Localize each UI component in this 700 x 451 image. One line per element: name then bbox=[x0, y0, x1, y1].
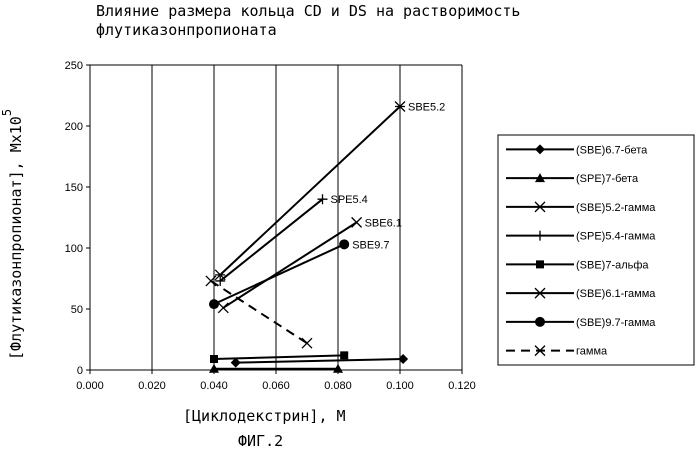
x-marker-shape bbox=[302, 338, 312, 348]
square-marker-shape bbox=[340, 351, 348, 359]
series-3: SBE5.2 bbox=[215, 101, 445, 279]
y-tick-label: 150 bbox=[65, 182, 83, 194]
legend-item-label: (SBE)9.7-гамма bbox=[576, 317, 656, 329]
series-6: SBE6.1 bbox=[218, 217, 402, 312]
y-tick-label: 200 bbox=[65, 121, 83, 133]
y-tick-label: 0 bbox=[77, 365, 83, 377]
series-line bbox=[214, 355, 344, 359]
circle-marker-shape bbox=[535, 317, 545, 327]
x-tick-label: 0.060 bbox=[262, 380, 290, 392]
data-point bbox=[209, 299, 219, 309]
y-tick-label: 250 bbox=[65, 60, 83, 72]
chart-legend: (SBE)6.7-бета (SPE)7-бета (SBE)5.2-гамма (S… bbox=[498, 135, 694, 365]
legend-swatch-marker bbox=[535, 317, 545, 327]
x-tick-label: 0.120 bbox=[448, 380, 476, 392]
legend-item-label: гамма bbox=[576, 346, 608, 358]
square-marker-shape bbox=[210, 355, 218, 363]
series-8 bbox=[206, 276, 312, 348]
x-tick-label: 0.100 bbox=[386, 380, 414, 392]
data-point bbox=[210, 355, 218, 363]
data-point bbox=[302, 338, 312, 348]
data-point bbox=[352, 217, 362, 227]
x-marker-shape bbox=[218, 303, 228, 313]
legend-item-label: (SBE)5.2-гамма bbox=[576, 202, 656, 214]
legend-item-label: (SPE)5.4-гамма bbox=[576, 231, 656, 243]
series-end-label: SPE5.4 bbox=[331, 194, 368, 206]
series-end-label: SBE5.2 bbox=[408, 101, 445, 113]
legend-item-label: (SBE)6.1-гамма bbox=[576, 288, 656, 300]
legend-box bbox=[498, 135, 694, 365]
x-tick-label: 0.080 bbox=[324, 380, 352, 392]
data-point bbox=[339, 239, 349, 249]
legend-item-label: (SPE)7-бета bbox=[576, 173, 639, 185]
data-point bbox=[218, 303, 228, 313]
chart-series: SBE5.2 SPE5.4 SBE6.1 SBE9.7 bbox=[206, 101, 445, 372]
x-marker-shape bbox=[352, 217, 362, 227]
data-point bbox=[340, 351, 348, 359]
circle-marker-shape bbox=[209, 299, 219, 309]
series-line bbox=[220, 199, 322, 281]
x-tick-label: 0.000 bbox=[76, 380, 104, 392]
legend-item-label: (SBE)7-альфа bbox=[576, 259, 649, 271]
chart-axes bbox=[86, 65, 462, 374]
circle-marker-shape bbox=[339, 239, 349, 249]
square-marker-shape bbox=[536, 260, 544, 268]
series-line bbox=[214, 244, 344, 304]
series-line bbox=[223, 222, 356, 307]
y-tick-label: 50 bbox=[71, 304, 83, 316]
legend-swatch-marker bbox=[536, 260, 544, 268]
series-line bbox=[236, 359, 403, 363]
legend-item-label: (SBE)6.7-бета bbox=[576, 144, 648, 156]
x-tick-label: 0.040 bbox=[200, 380, 228, 392]
series-line bbox=[211, 281, 307, 343]
series-end-label: SBE6.1 bbox=[365, 217, 402, 229]
x-tick-label: 0.020 bbox=[138, 380, 166, 392]
y-tick-label: 100 bbox=[65, 243, 83, 255]
series-end-label: SBE9.7 bbox=[352, 239, 389, 251]
